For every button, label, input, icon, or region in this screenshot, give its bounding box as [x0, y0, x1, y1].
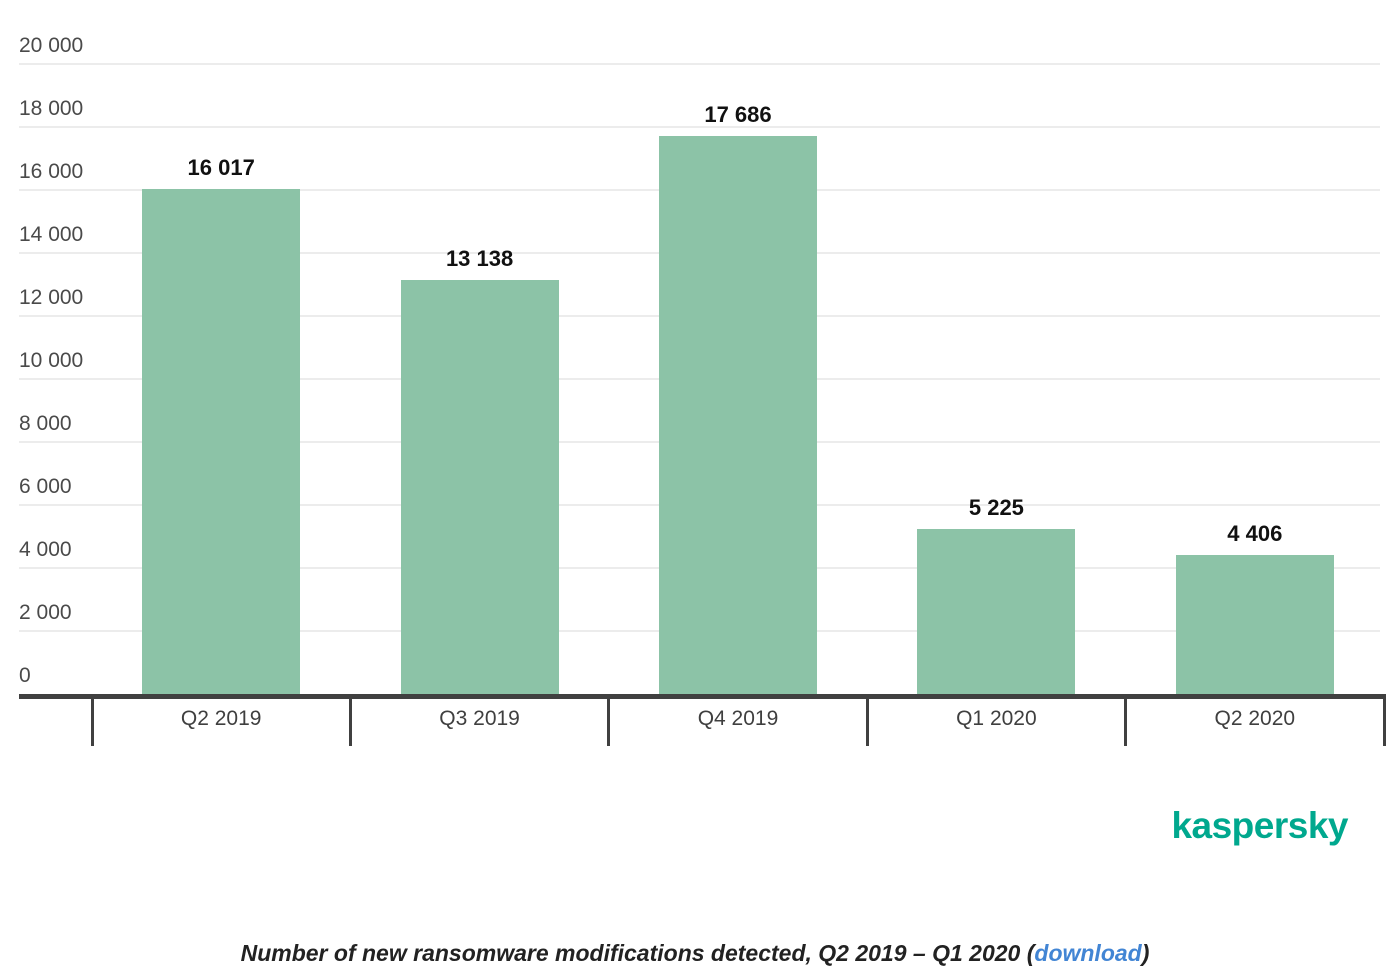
caption-text: Number of new ransomware modifications d… [240, 940, 1035, 966]
gridline-18000 [19, 125, 1380, 128]
bar-value-label: 4 406 [1227, 521, 1283, 547]
x-axis-tick [1124, 699, 1128, 746]
y-axis-tick-label: 14 000 [19, 222, 84, 246]
y-axis-tick-label: 8 000 [19, 411, 72, 435]
y-axis-tick-label: 12 000 [19, 285, 84, 309]
x-axis-tick [1382, 699, 1386, 746]
bar-q3-2019 [400, 279, 559, 694]
caption-closing-paren: ) [1141, 940, 1150, 966]
y-axis-tick-label: 20 000 [19, 33, 84, 57]
bar-value-label: 16 017 [187, 155, 255, 181]
x-axis-category-label: Q2 2020 [1214, 707, 1296, 730]
download-link[interactable]: download [1034, 940, 1142, 966]
x-axis-tick [607, 699, 611, 746]
y-axis-tick-label: 16 000 [19, 159, 84, 183]
x-axis-category-label: Q1 2020 [956, 707, 1037, 730]
y-axis-tick-label: 18 000 [19, 96, 84, 120]
y-axis-tick-label: 10 000 [19, 348, 84, 372]
x-axis-tick [348, 699, 352, 746]
x-axis-category-label: Q3 2019 [439, 707, 520, 730]
bar-value-label: 17 686 [704, 102, 772, 128]
kaspersky-logo: kaspersky [1171, 805, 1348, 846]
x-axis-category-label: Q4 2019 [697, 707, 779, 730]
y-axis-tick-label: 2 000 [19, 600, 72, 624]
x-axis-line [19, 694, 1386, 699]
bar-value-label: 13 138 [445, 245, 514, 271]
y-axis-tick-label: 0 [19, 664, 31, 687]
bar-q2-2019 [142, 189, 301, 694]
bar-q2-2020 [1175, 555, 1334, 694]
x-axis-tick [865, 699, 869, 746]
x-axis-tick [90, 699, 94, 746]
bar-q4-2019 [659, 136, 817, 694]
x-axis-category-label: Q2 2019 [180, 707, 262, 730]
bar-q1-2020 [917, 529, 1076, 694]
y-axis-tick-label: 4 000 [19, 537, 72, 561]
gridline-20000 [19, 62, 1380, 65]
y-axis-tick-label: 6 000 [19, 474, 72, 498]
chart-caption: Number of new ransomware modifications d… [0, 938, 1390, 968]
bar-value-label: 5 225 [968, 495, 1024, 521]
